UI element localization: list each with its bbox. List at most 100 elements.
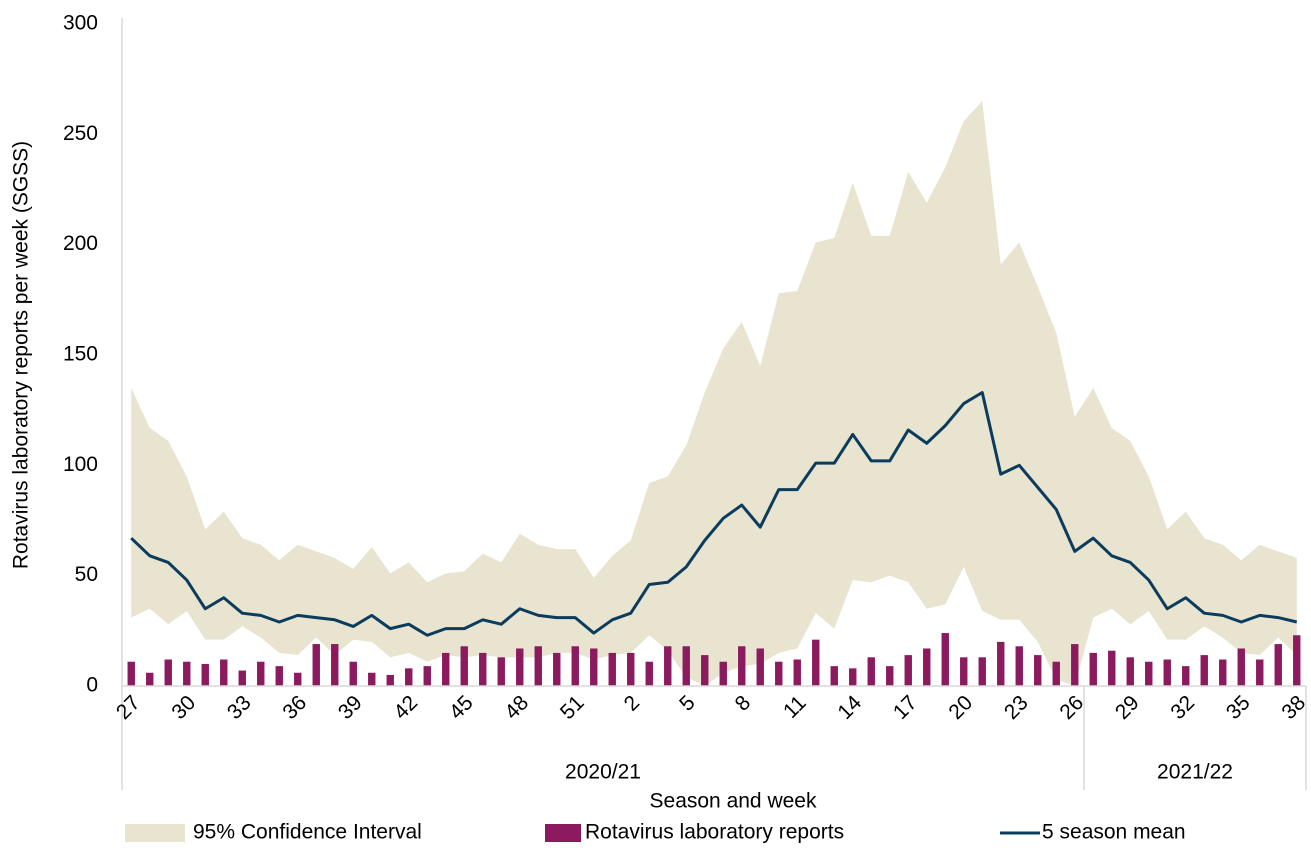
- y-tick-label: 300: [63, 12, 98, 35]
- bar: [164, 659, 172, 686]
- bar: [479, 652, 487, 686]
- bar: [1034, 655, 1042, 686]
- bar: [775, 661, 783, 686]
- x-tick-label: 35: [1222, 691, 1255, 724]
- x-tick-label: 42: [389, 691, 422, 724]
- x-tick-label: 20: [944, 691, 977, 724]
- y-tick-label: 250: [63, 122, 98, 145]
- x-tick-label: 32: [1166, 691, 1199, 724]
- bar: [257, 661, 265, 686]
- x-tick-label: 45: [445, 691, 478, 724]
- x-tick-label: 17: [889, 691, 922, 724]
- bar: [978, 657, 986, 686]
- bar: [349, 661, 357, 686]
- bar: [275, 666, 283, 686]
- bar: [1274, 644, 1282, 686]
- bar: [1126, 657, 1134, 686]
- bar: [904, 655, 912, 686]
- y-tick-label: 150: [63, 343, 98, 366]
- group-label: 2021/22: [1157, 761, 1233, 784]
- x-tick-label: 14: [833, 691, 866, 724]
- bar: [1089, 652, 1097, 686]
- bar: [331, 644, 339, 686]
- bar: [1071, 644, 1079, 686]
- bar: [608, 652, 616, 686]
- bar: [756, 648, 764, 686]
- y-tick-label: 200: [63, 232, 98, 255]
- bar: [664, 646, 672, 686]
- x-tick-label: 48: [500, 691, 533, 724]
- bar: [1163, 659, 1171, 686]
- x-tick-label: 23: [1000, 691, 1033, 724]
- bar: [1108, 650, 1116, 686]
- bar: [923, 648, 931, 686]
- x-tick-label: 2: [620, 691, 645, 716]
- bar: [793, 659, 801, 686]
- legend-swatch: [545, 824, 581, 842]
- bar: [423, 666, 431, 686]
- bar: [645, 661, 653, 686]
- bar: [1145, 661, 1153, 686]
- bar: [886, 666, 894, 686]
- bar: [534, 646, 542, 686]
- bar: [701, 655, 709, 686]
- bar: [1293, 635, 1301, 686]
- bar: [497, 657, 505, 686]
- bar: [405, 668, 413, 686]
- bar: [1237, 648, 1245, 686]
- y-tick-label: 0: [86, 674, 98, 697]
- x-tick-label: 39: [334, 691, 367, 724]
- bar: [220, 659, 228, 686]
- x-tick-label: 27: [112, 691, 145, 724]
- x-tick-label: 51: [556, 691, 589, 724]
- legend-label: Rotavirus laboratory reports: [585, 821, 844, 844]
- legend-swatch: [125, 824, 185, 842]
- bar: [571, 646, 579, 686]
- y-tick-label: 100: [63, 453, 98, 476]
- bar: [867, 657, 875, 686]
- x-tick-label: 29: [1111, 691, 1144, 724]
- bar: [368, 672, 376, 686]
- bar: [830, 666, 838, 686]
- y-tick-label: 50: [75, 563, 98, 586]
- bar: [386, 674, 394, 686]
- x-tick-label: 8: [731, 691, 756, 716]
- bar: [553, 652, 561, 686]
- bar: [1219, 659, 1227, 686]
- bar: [738, 646, 746, 686]
- bar: [460, 646, 468, 686]
- mean-line: [130, 391, 1298, 637]
- bar: [812, 639, 820, 686]
- bar: [941, 633, 949, 686]
- bar: [183, 661, 191, 686]
- bar: [719, 661, 727, 686]
- bar: [127, 661, 135, 686]
- bar: [590, 648, 598, 686]
- bar: [238, 670, 246, 686]
- bar: [294, 672, 302, 686]
- y-axis-title: Rotavirus laboratory reports per week (S…: [10, 141, 33, 569]
- legend-label: 5 season mean: [1042, 821, 1186, 844]
- x-tick-label: 11: [779, 691, 811, 723]
- bar: [997, 641, 1005, 686]
- x-tick-label: 36: [278, 691, 311, 724]
- bar: [1015, 646, 1023, 686]
- x-axis-title: Season and week: [650, 790, 817, 813]
- bar: [312, 644, 320, 686]
- bar: [1256, 659, 1264, 686]
- legend-label: 95% Confidence Interval: [193, 821, 422, 844]
- x-tick-label: 33: [223, 691, 256, 724]
- x-tick-label: 5: [675, 691, 700, 716]
- bar: [146, 672, 154, 686]
- bar: [1200, 655, 1208, 686]
- group-label: 2020/21: [565, 761, 641, 784]
- bar: [442, 652, 450, 686]
- bar: [201, 663, 209, 686]
- confidence-band: [131, 101, 1297, 686]
- bar: [1052, 661, 1060, 686]
- bar: [516, 648, 524, 686]
- bar: [627, 652, 635, 686]
- x-tick-label: 30: [167, 691, 200, 724]
- bar: [960, 657, 968, 686]
